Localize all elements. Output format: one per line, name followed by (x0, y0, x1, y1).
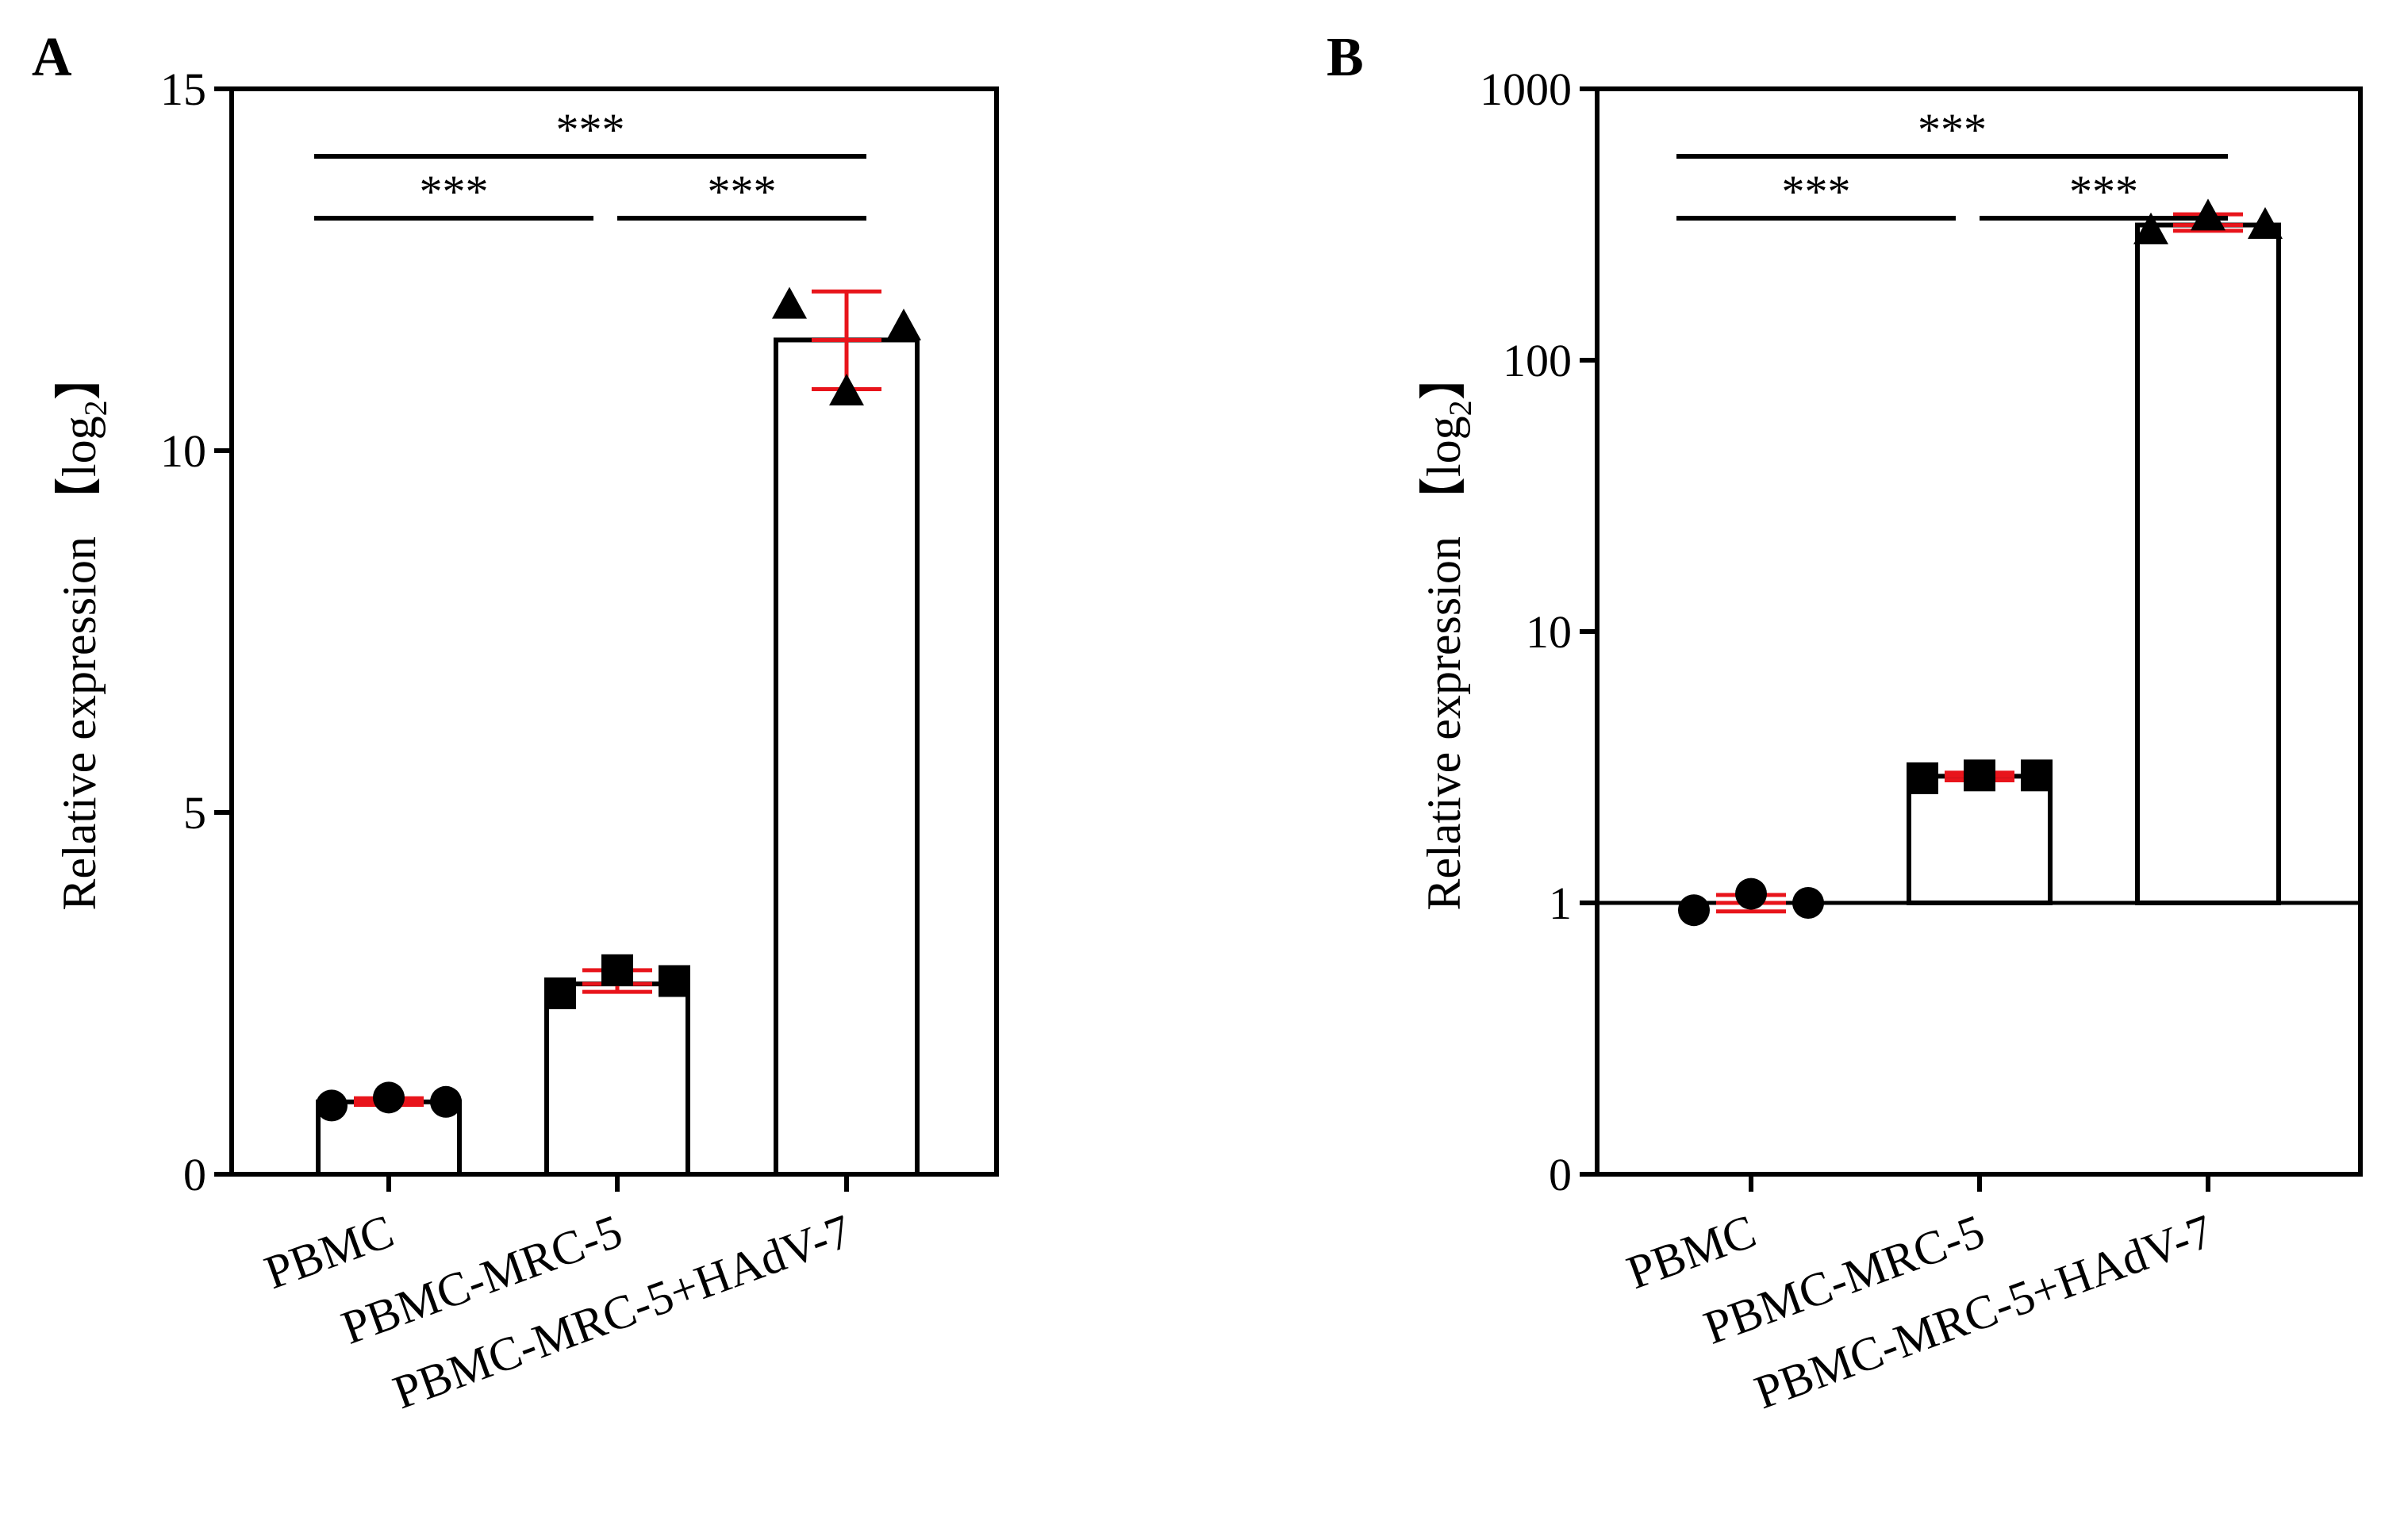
data-point-triangle (772, 286, 807, 319)
significance-label: *** (708, 166, 777, 217)
y-tick-label: 0 (183, 1149, 206, 1200)
data-point-triangle (829, 374, 864, 406)
y-axis-title-bracket-open: 【 (53, 477, 106, 524)
data-point-circle (1678, 894, 1710, 927)
bar (1907, 774, 2053, 906)
significance-label: *** (1918, 104, 1987, 156)
data-point-square (1964, 759, 1995, 792)
panel-label: A (32, 27, 72, 88)
bar (544, 981, 690, 1177)
y-axis-title-subscript: 2 (78, 400, 113, 416)
panel-label: B (1327, 27, 1364, 88)
y-axis-title-log: log (53, 416, 106, 477)
data-point-square (2021, 759, 2053, 792)
data-point-circle (1792, 887, 1824, 919)
y-axis-title-bracket-close: 】 (1418, 352, 1470, 400)
y-axis-title-log: log (1418, 416, 1470, 477)
data-point-triangle (2133, 212, 2168, 244)
y-axis-title-bracket-close: 】 (53, 352, 106, 400)
y-tick-label: 0 (1549, 1149, 1572, 1200)
data-point-square (1907, 762, 1938, 794)
y-axis-title-bracket-open: 【 (1418, 477, 1470, 524)
data-point-triangle (886, 308, 921, 340)
y-axis-title-text: Relative expression (1418, 524, 1470, 911)
data-point-square (659, 965, 690, 997)
y-axis-title-subscript: 2 (1442, 400, 1478, 416)
data-point-triangle (2191, 198, 2225, 231)
y-axis-title: Relative expression 【log2】 (1418, 352, 1478, 910)
data-point-circle (373, 1081, 405, 1114)
y-tick-label: 15 (160, 63, 206, 115)
y-tick-label: 10 (1526, 606, 1572, 658)
data-point-triangle (2248, 206, 2283, 239)
data-point-circle (316, 1089, 348, 1122)
x-category-label: PBMC (1620, 1204, 1762, 1299)
y-tick-label: 1 (1549, 878, 1572, 929)
data-point-circle (1735, 878, 1767, 910)
bar (774, 337, 920, 1177)
y-tick-label: 10 (160, 425, 206, 477)
y-axis-title: Relative expression 【log2】 (53, 352, 113, 910)
y-tick-label: 5 (183, 787, 206, 839)
significance-label: *** (2069, 166, 2138, 217)
x-category-label: PBMC (258, 1204, 400, 1299)
bar (2135, 222, 2281, 905)
significance-label: *** (1782, 166, 1851, 217)
y-axis-title-text: Relative expression (53, 524, 106, 911)
data-point-circle (430, 1085, 462, 1118)
significance-label: *** (556, 104, 625, 156)
significance-label: *** (420, 166, 489, 217)
data-point-square (544, 977, 576, 1009)
data-point-square (601, 954, 633, 986)
y-tick-label: 100 (1503, 335, 1572, 386)
panel-b: B 0 1 10 100 1000 Relative expression 【log2】 PB… (1327, 27, 2363, 1419)
y-tick-label: 1000 (1480, 63, 1572, 115)
